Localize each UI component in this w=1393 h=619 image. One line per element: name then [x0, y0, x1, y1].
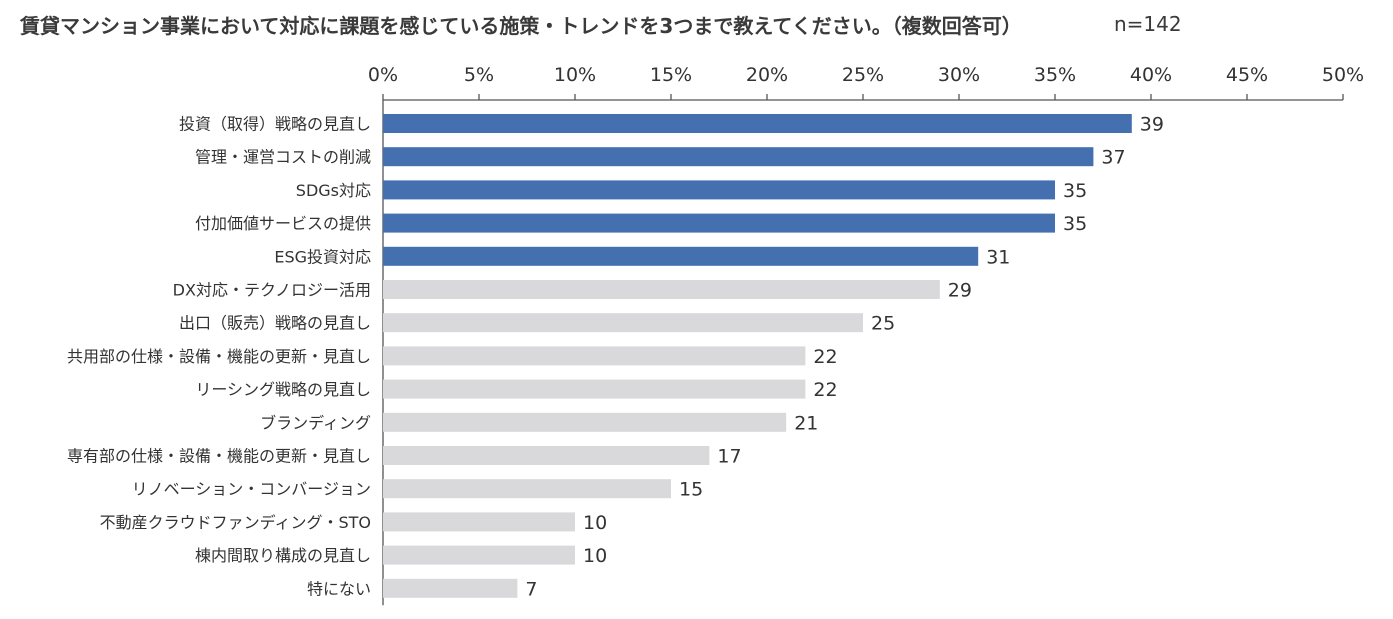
bar	[383, 246, 979, 266]
category-label: DX対応・テクノロジー活用	[173, 281, 371, 300]
category-label: リノベーション・コンバージョン	[132, 480, 371, 499]
sample-size-label: n=142	[1114, 12, 1182, 36]
x-tick-label: 10%	[554, 64, 596, 86]
x-tick-label: 5%	[464, 64, 494, 86]
value-label: 35	[1063, 180, 1087, 202]
category-label: 不動産クラウドファンディング・STO	[100, 513, 371, 532]
value-label: 10	[583, 545, 607, 567]
bar	[383, 512, 575, 532]
category-label: ESG投資対応	[274, 247, 371, 266]
category-label: 管理・運営コストの削減	[195, 148, 371, 167]
value-label: 35	[1063, 213, 1087, 235]
bar	[383, 147, 1094, 167]
bar	[383, 313, 863, 333]
category-label: ブランディング	[260, 413, 371, 432]
x-axis: 0% 5% 10% 15% 20% 25% 30% 35% 40% 45% 50%	[368, 64, 1364, 606]
bar	[383, 479, 671, 499]
value-label: 25	[871, 313, 895, 335]
x-tick-label: 20%	[746, 64, 788, 86]
x-tick-label: 50%	[1322, 64, 1364, 86]
bar	[383, 578, 518, 598]
x-tick-label: 15%	[650, 64, 692, 86]
value-label: 7	[525, 578, 537, 600]
category-label: 付加価値サービスの提供	[195, 214, 371, 233]
x-tick-label: 25%	[842, 64, 884, 86]
category-label: 特にない	[307, 579, 371, 598]
category-label: リーシング戦略の見直し	[195, 380, 371, 399]
x-tick-label: 45%	[1226, 64, 1268, 86]
bar	[383, 545, 575, 565]
category-label: 専有部の仕様・設備・機能の更新・見直し	[67, 447, 371, 466]
bar	[383, 213, 1055, 233]
value-label: 10	[583, 512, 607, 534]
value-label: 15	[679, 479, 703, 501]
bar-series: 投資（取得）戦略の見直し 39 管理・運営コストの削減 37 SDGs対応 35 付加価値サ…	[67, 114, 1164, 601]
x-tick-label: 30%	[938, 64, 980, 86]
value-label: 31	[986, 246, 1010, 268]
value-label: 21	[794, 412, 818, 434]
value-label: 39	[1140, 114, 1164, 136]
bar	[383, 446, 710, 465]
chart-title: 賃貸マンション事業において対応に課題を感じている施策・トレンドを3つまで教えてく…	[20, 14, 1022, 38]
value-label: 17	[717, 446, 741, 468]
value-label: 22	[813, 379, 837, 401]
bar	[383, 412, 787, 432]
category-label: 棟内間取り構成の見直し	[195, 546, 371, 565]
bar	[383, 114, 1132, 133]
bar	[383, 180, 1055, 200]
x-tick-label: 0%	[368, 64, 398, 86]
category-label: 投資（取得）戦略の見直し	[179, 115, 371, 134]
bar	[383, 280, 940, 299]
category-label: 出口（販売）戦略の見直し	[179, 314, 371, 333]
bar	[383, 346, 806, 366]
category-label: SDGs対応	[296, 181, 371, 200]
value-label: 22	[813, 346, 837, 368]
bar	[383, 379, 806, 399]
x-tick-label: 35%	[1034, 64, 1076, 86]
value-label: 29	[948, 280, 972, 302]
category-label: 共用部の仕様・設備・機能の更新・見直し	[67, 347, 371, 366]
value-label: 37	[1101, 147, 1125, 169]
x-tick-label: 40%	[1130, 64, 1172, 86]
